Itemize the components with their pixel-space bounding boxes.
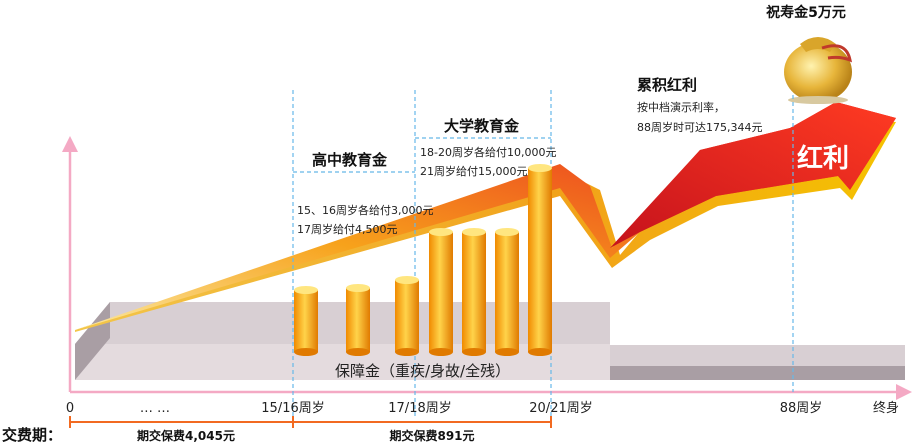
horizontal-axis: [70, 384, 912, 400]
payment-brackets: [69, 416, 552, 428]
cylinder-age-20: [495, 228, 519, 356]
bonus-line1: 按中档演示利率，: [637, 100, 725, 114]
highschool-line2: 17周岁给付4,500元: [297, 222, 398, 236]
rising-arrow: [75, 102, 896, 332]
university-heading: 大学教育金: [444, 117, 520, 135]
payment-label: 交费期：: [2, 426, 62, 444]
cylinder-age-21: [528, 164, 552, 356]
cylinder-age-18: [429, 228, 453, 356]
highschool-line1: 15、16周岁各给付3,000元: [297, 203, 433, 217]
cylinder-age-16: [346, 284, 370, 356]
bonus-line2: 88周岁时可达175,344元: [637, 120, 763, 134]
bonus-arrow-label: 红利: [797, 143, 849, 174]
axis-label-15-16: 15/16周岁: [261, 401, 324, 416]
axis-label-0: 0: [66, 401, 74, 416]
payment-period1: 期交保费4,045元: [137, 428, 235, 443]
bonus-heading: 累积红利: [637, 76, 697, 94]
axis-label-ellipsis: … …: [140, 401, 170, 416]
money-bag-icon: [784, 37, 853, 104]
vertical-axis: [62, 136, 78, 392]
highschool-heading: 高中教育金: [312, 151, 388, 169]
university-line2: 21周岁给付15,000元: [420, 164, 528, 178]
cylinder-age-19: [462, 228, 486, 356]
axis-labels: 0 … … 15/16周岁 17/18周岁 20/21周岁 88周岁 终身: [66, 400, 899, 416]
money-bag-title: 祝寿金5万元: [766, 4, 846, 21]
axis-label-lifetime: 终身: [873, 400, 899, 416]
base-label: 保障金（重疾/身故/全残）: [335, 362, 510, 380]
cylinder-age-17: [395, 276, 419, 356]
payment-period2: 期交保费891元: [389, 428, 474, 443]
axis-label-20-21: 20/21周岁: [529, 401, 592, 416]
axis-label-17-18: 17/18周岁: [388, 401, 451, 416]
axis-label-88: 88周岁: [780, 401, 823, 416]
cylinder-age-15: [294, 286, 318, 356]
benefit-cylinders: [294, 164, 552, 356]
university-line1: 18-20周岁各给付10,000元: [420, 145, 556, 159]
